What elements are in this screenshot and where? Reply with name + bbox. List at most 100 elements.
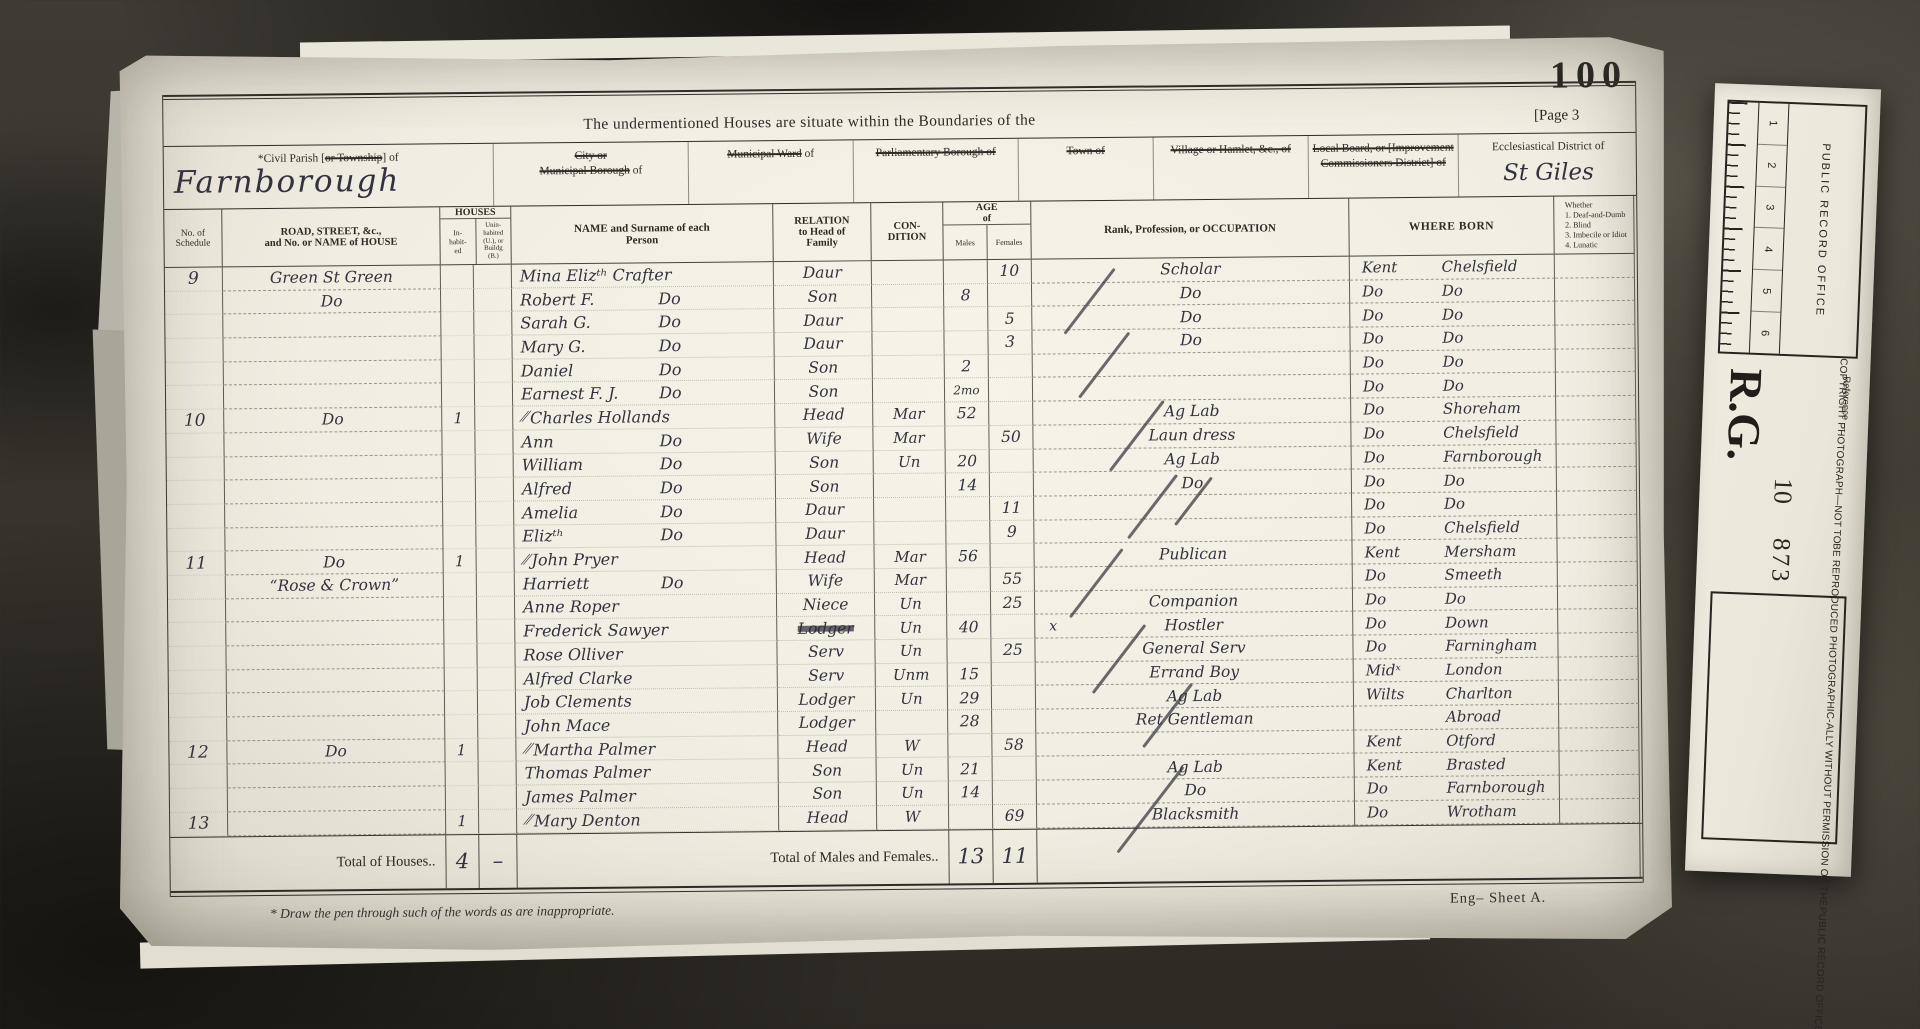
where-born: Midˣ London — [1354, 657, 1559, 683]
enumerator-check-mark: // — [518, 408, 529, 427]
born-place: Do — [1443, 471, 1465, 490]
district-field: Local Board, or [Improvement Commissioner… — [1309, 135, 1460, 198]
born-county: Do — [1362, 305, 1384, 325]
disability-column — [1559, 751, 1639, 775]
header-occupation: Rank, Profession, or OCCUPATION — [1031, 199, 1350, 260]
relation-to-head: Head — [778, 735, 876, 760]
age-male: 20 — [946, 450, 990, 474]
district-field-label: Village or Hamlet, &c., of — [1154, 142, 1308, 158]
age-female: 50 — [989, 425, 1033, 449]
person-name: //Charles Hollands — [513, 404, 775, 430]
person-name-ditto: Do — [660, 572, 684, 593]
office-name: PUBLIC RECORD OFFICE — [1780, 104, 1866, 357]
age-male — [947, 639, 991, 663]
person-name: Anne Roper — [515, 594, 777, 620]
houses-uninhabited — [475, 359, 513, 383]
person-name-text: Charles Hollands — [530, 407, 670, 428]
born-county: Do — [1361, 282, 1384, 301]
header-condition: CON- DITION — [871, 202, 944, 261]
ruler-inch-number: 5 — [1760, 287, 1773, 295]
district-field: Ecclesiastical District of St Giles — [1459, 133, 1639, 197]
condition — [874, 521, 946, 545]
relation-to-head: Niece — [777, 593, 875, 618]
sheet-label: Eng– Sheet A. — [1449, 889, 1547, 907]
road-name: “Rose & Crown” — [226, 573, 444, 599]
born-place: Farningham — [1445, 636, 1538, 656]
totals-empty — [1355, 823, 1640, 879]
person-name: Mina Elizᵗʰ Crafter — [512, 262, 774, 288]
person-name-text: Ann — [521, 431, 554, 452]
age-female: 69 — [993, 804, 1037, 828]
age-female: 11 — [990, 497, 1034, 521]
header-name: NAME and Surname of each Person — [511, 204, 774, 265]
disability-column — [1560, 775, 1640, 799]
occupation-text: General Serv — [1142, 638, 1246, 658]
ruler-inch: 5 — [1751, 270, 1783, 313]
occupation: Do — [1032, 304, 1350, 331]
houses-uninhabited — [477, 596, 515, 620]
district-field-value: St Giles — [1502, 159, 1594, 187]
schedule-number — [166, 362, 224, 386]
district-field: Town of — [1019, 137, 1155, 200]
road-name: Do — [227, 739, 445, 765]
condition — [873, 379, 945, 403]
person-name: Rose Olliver — [515, 641, 777, 667]
totals-empty — [1037, 826, 1355, 882]
born-county: Do — [1362, 329, 1384, 348]
condition: Un — [876, 687, 948, 711]
person-name-text: Thomas Palmer — [524, 762, 651, 783]
header-schedule: No. of Schedule — [164, 209, 223, 268]
born-county: Do — [1364, 495, 1386, 514]
houses-uninhabited — [477, 620, 515, 644]
schedule-number — [168, 599, 226, 623]
road-name — [223, 336, 441, 362]
occupation: Ag Lab — [1037, 754, 1355, 781]
condition — [874, 474, 946, 498]
road-name — [228, 786, 446, 812]
condition: W — [877, 805, 949, 829]
road-name: Green St Green — [223, 265, 441, 291]
occupation: Blacksmith — [1037, 801, 1355, 828]
header-age-males: Males — [955, 237, 975, 247]
age-female — [993, 757, 1037, 781]
age-female — [989, 354, 1033, 378]
condition: Un — [875, 592, 947, 616]
district-label-segment: Commissioners District] of — [1320, 156, 1447, 170]
age-male: 28 — [948, 710, 992, 734]
relation-to-head: Head — [779, 806, 877, 831]
houses-inhabited — [442, 360, 475, 384]
road-name — [227, 715, 445, 741]
person-name-text: Amelia — [522, 502, 579, 523]
ruler-inch: 6 — [1750, 312, 1781, 354]
person-name-text: Sarah G. — [520, 313, 591, 333]
person-name-text: Robert F. — [520, 289, 595, 310]
age-male: 29 — [948, 686, 992, 710]
houses-inhabited — [443, 454, 476, 478]
houses-inhabited — [441, 312, 474, 336]
houses-inhabited: 1 — [446, 810, 479, 834]
where-born: Do Do — [1350, 278, 1555, 304]
houses-uninhabited — [474, 336, 512, 360]
district-field: Village or Hamlet, &c., of — [1154, 136, 1310, 199]
district-field-label: Town of — [1019, 143, 1153, 159]
schedule-number — [168, 646, 226, 670]
where-born: Do Do — [1350, 302, 1555, 328]
person-name-text: Alfred — [521, 479, 572, 499]
copyright-notice: COPYRIGHT PHOTOGRAPH—NOT TO BE REPRODUCED… — [1701, 358, 1849, 1029]
age-female — [992, 686, 1036, 710]
houses-uninhabited — [474, 312, 512, 336]
disability-column — [1556, 420, 1636, 444]
enumerator-check-mark: // — [521, 740, 533, 758]
occupation: Do — [1034, 470, 1352, 497]
where-born: Do Smeeth — [1353, 563, 1558, 589]
houses-uninhabited — [475, 430, 513, 454]
occupation-text: Companion — [1148, 591, 1239, 611]
born-county: Do — [1365, 637, 1387, 656]
houses-inhabited — [442, 431, 475, 455]
born-place: Do — [1442, 352, 1464, 371]
occupation — [1036, 730, 1354, 757]
district-field-label: Local Board, or [Improvement Commissioner… — [1309, 141, 1458, 172]
born-place: Shoreham — [1442, 399, 1521, 419]
schedule-number: 10 — [166, 410, 224, 434]
houses-uninhabited — [476, 478, 514, 502]
